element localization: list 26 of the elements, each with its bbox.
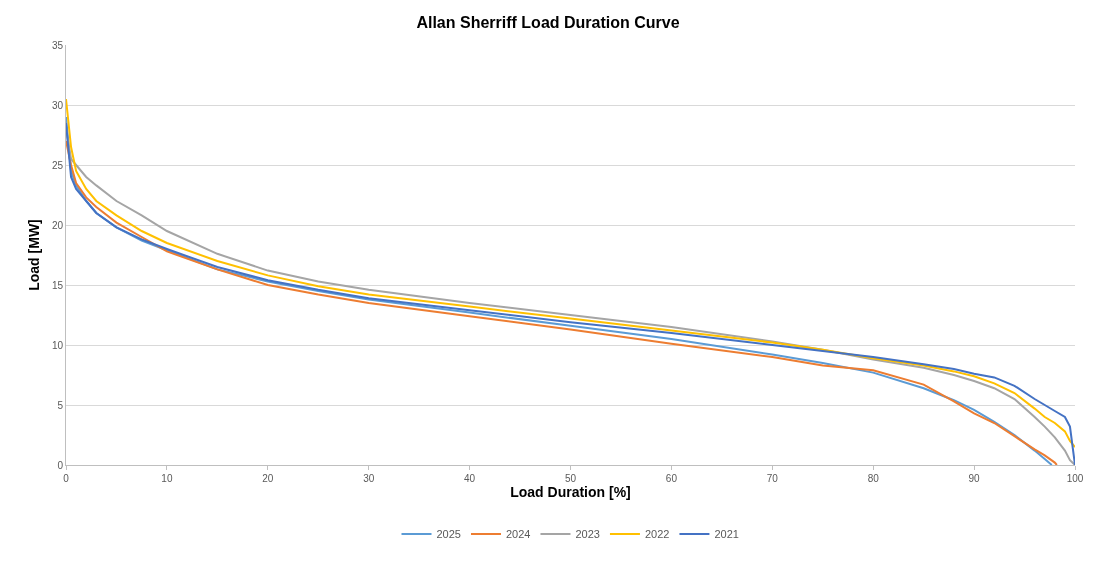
x-tick-label: 70 <box>766 473 779 484</box>
legend-label: 2023 <box>575 528 600 541</box>
x-tick-label: 10 <box>161 473 173 484</box>
legend-label: 2021 <box>714 528 739 541</box>
y-tick-label: 25 <box>51 159 64 171</box>
y-axis-title: Load [MW] <box>26 219 43 291</box>
x-tick-label: 40 <box>464 473 476 484</box>
legend-label: 2025 <box>436 528 461 541</box>
legend-label: 2024 <box>505 528 531 541</box>
y-tick-label: 10 <box>51 339 64 351</box>
y-tick-label: 15 <box>51 279 64 291</box>
x-tick-label: 20 <box>262 473 274 484</box>
y-tick-label: 20 <box>51 219 64 231</box>
y-tick-label: 30 <box>51 99 64 111</box>
legend-label: 2022 <box>644 528 670 541</box>
x-tick-label: 90 <box>968 473 981 484</box>
chart-title: Allan Sherriff Load Duration Curve <box>416 14 680 32</box>
x-tick-label: 80 <box>867 473 880 484</box>
y-tick-label: 0 <box>57 459 64 471</box>
y-tick-label: 5 <box>57 399 64 411</box>
x-tick-label: 30 <box>363 473 375 484</box>
x-tick-label: 50 <box>564 473 577 484</box>
y-tick-label: 35 <box>51 39 64 51</box>
x-tick-label: 100 <box>1066 473 1084 484</box>
x-tick-label: 60 <box>665 473 678 484</box>
x-axis-title: Load Duration [%] <box>510 484 631 501</box>
